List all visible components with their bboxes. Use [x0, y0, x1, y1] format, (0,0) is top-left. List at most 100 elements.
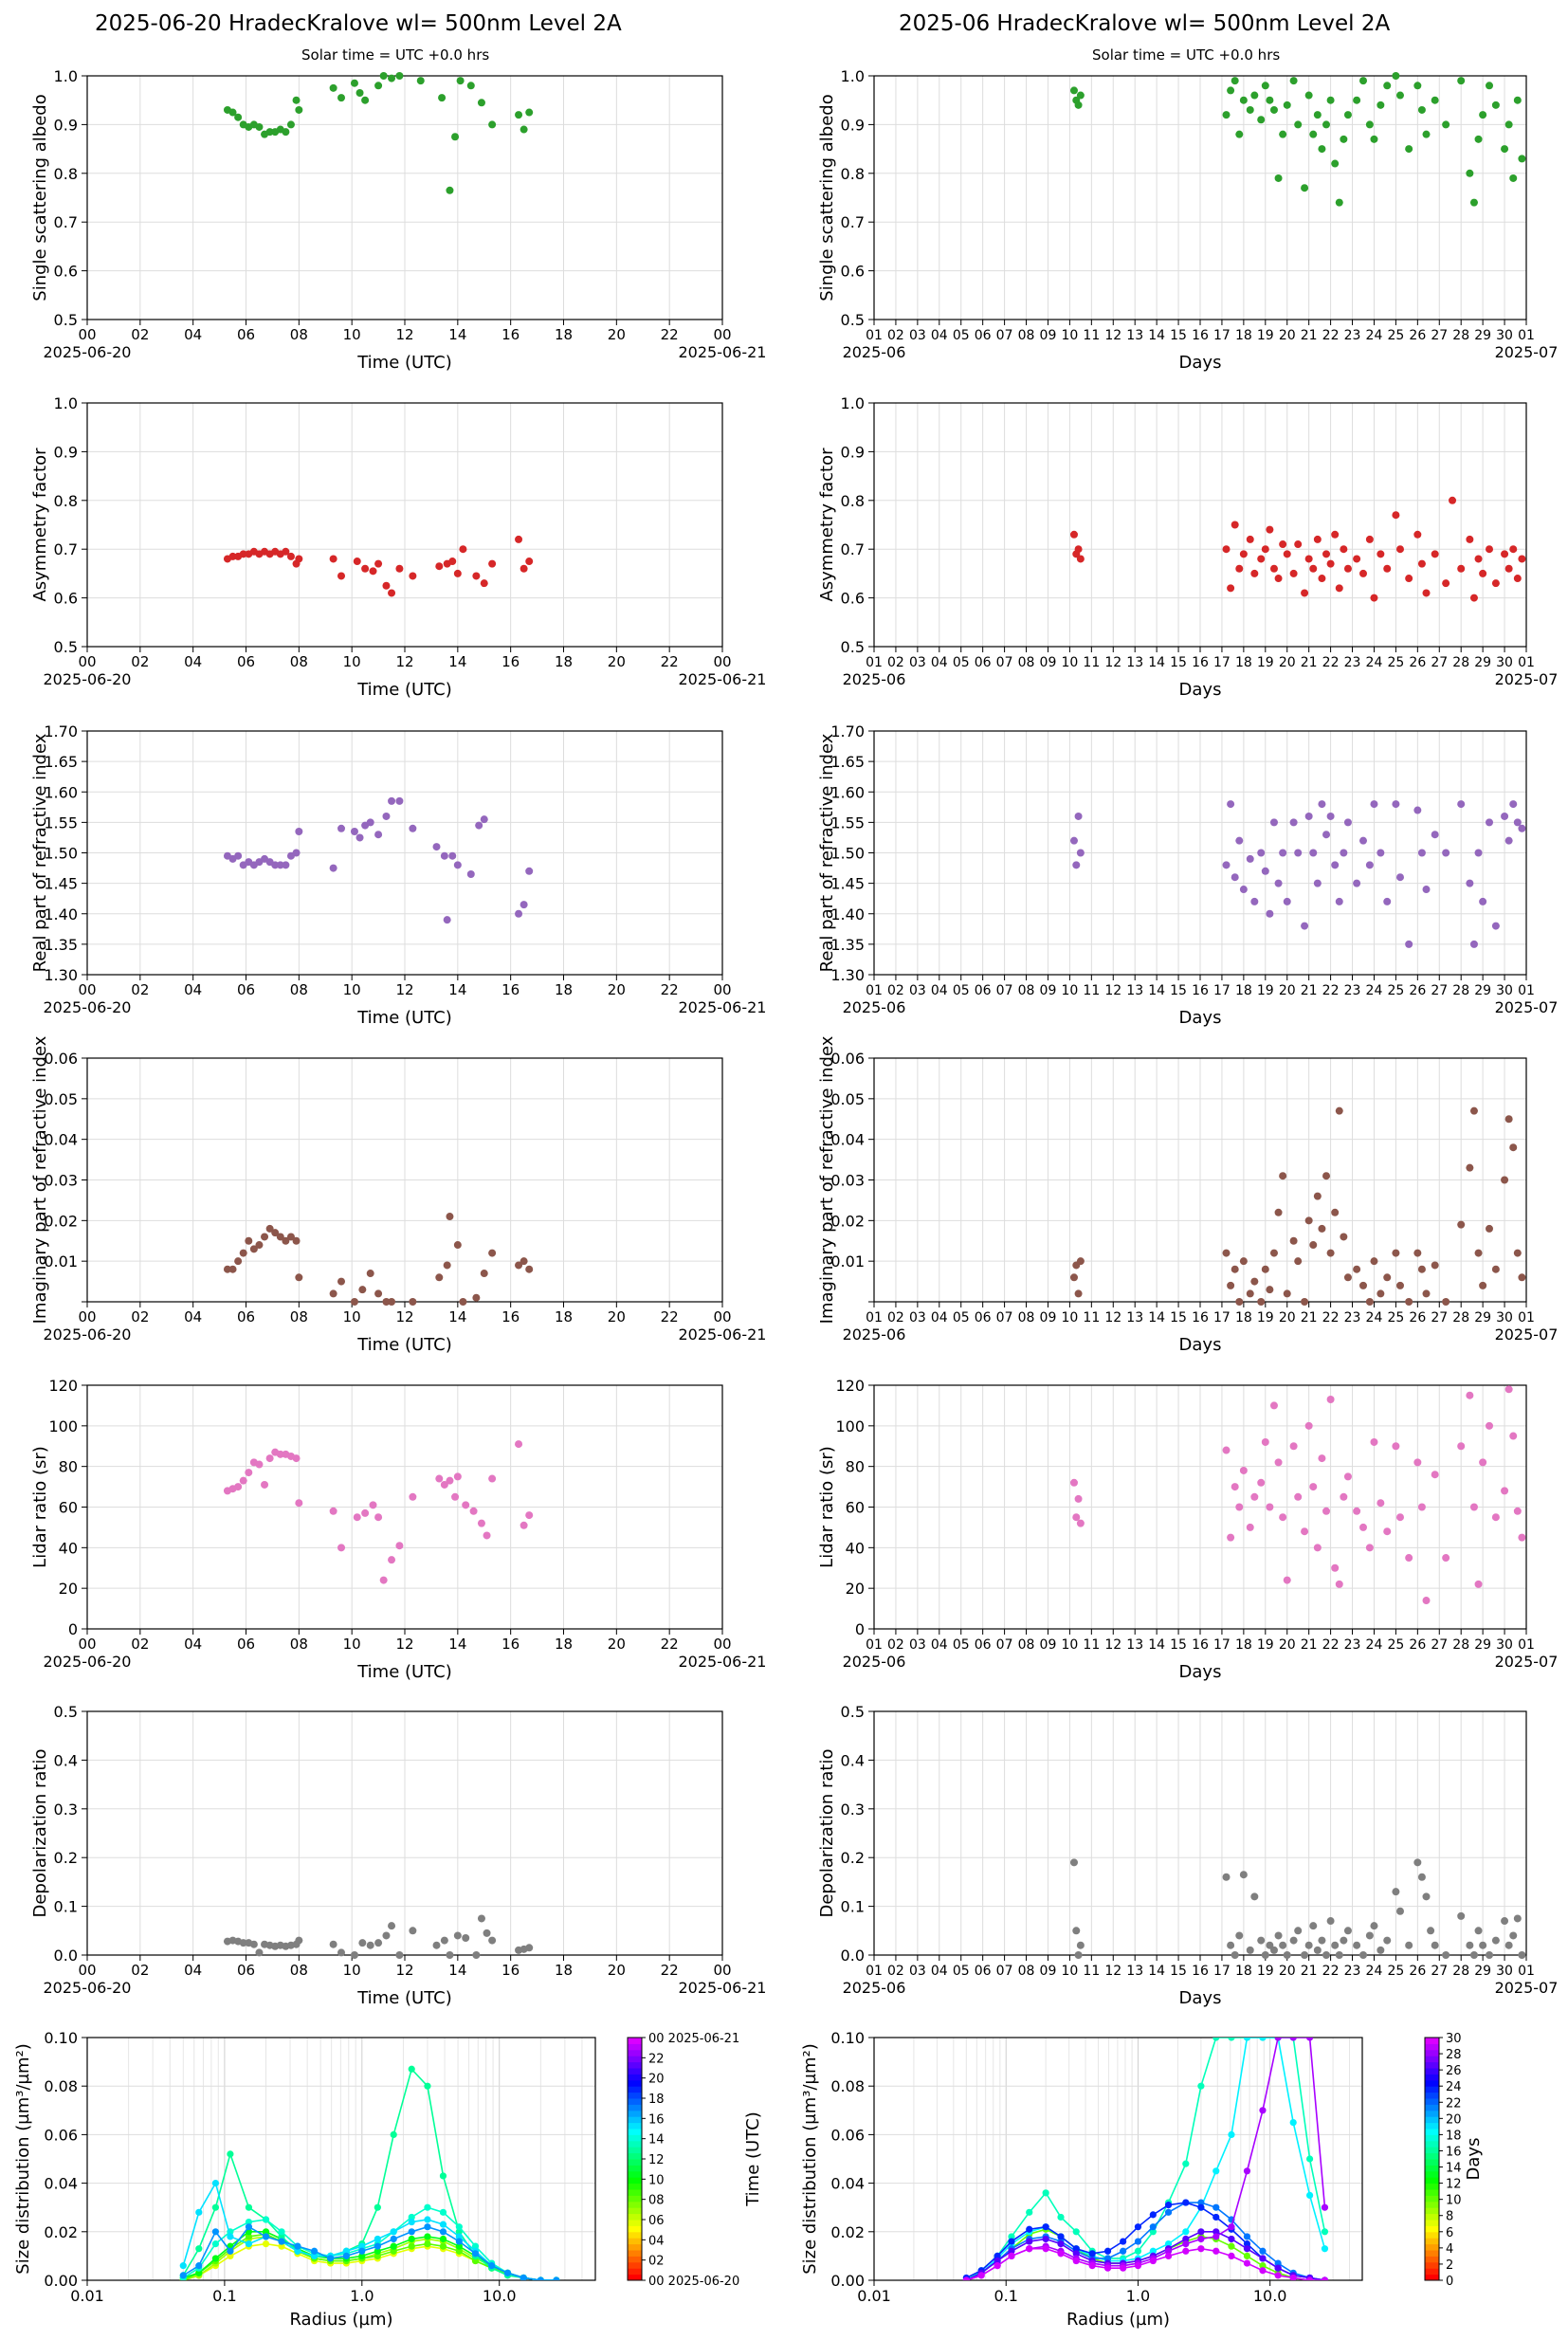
- daily-2-xtick-label: 06: [237, 981, 255, 998]
- monthly-5-ytick-label: 0.3: [841, 1801, 865, 1819]
- monthly-0-point: [1395, 91, 1404, 100]
- daily-0-point: [388, 74, 396, 82]
- daily-1-xtick-label: 08: [290, 653, 308, 670]
- daily-4-ylabel: Lidar ratio (sr): [30, 1446, 50, 1568]
- monthly-2-point: [1417, 849, 1426, 857]
- monthly-1-point: [1431, 550, 1439, 558]
- monthly-0-xtick-label: 27: [1431, 328, 1448, 343]
- daily-5-xtick-label: 10: [343, 1962, 361, 1979]
- monthly-0-start-label: 2025-06: [843, 343, 906, 361]
- daily-3-point: [382, 1298, 391, 1306]
- monthly-1-point: [1326, 559, 1335, 568]
- size-1-xlabel: Radius (µm): [1067, 2310, 1170, 2330]
- monthly-1-point: [1422, 589, 1431, 597]
- size-0-ytick-label: 0.10: [44, 2029, 78, 2047]
- daily-5-ytick-label: 0.4: [54, 1751, 78, 1769]
- size-1-series-point: [1008, 2252, 1015, 2259]
- size-0-series-point: [439, 2242, 447, 2250]
- monthly-1-ytick-label: 0.6: [841, 590, 865, 608]
- daily-5-xtick-label: 22: [661, 1962, 679, 1979]
- daily-2-point: [282, 861, 290, 869]
- daily-3-point: [261, 1233, 269, 1241]
- monthly-1-point: [1457, 564, 1466, 573]
- daily-4-point: [261, 1480, 269, 1489]
- monthly-2-xtick-label: 30: [1496, 983, 1513, 998]
- monthly-1-point: [1383, 564, 1392, 573]
- daily-0-point: [395, 72, 404, 80]
- size-1-series-point: [1120, 2238, 1127, 2245]
- monthly-1-point: [1469, 594, 1478, 602]
- monthly-5-xtick-label: 11: [1083, 1964, 1100, 1979]
- monthly-0-point: [1222, 111, 1231, 119]
- monthly-0-point: [1457, 77, 1466, 85]
- monthly-3-point: [1442, 1298, 1450, 1306]
- monthly-0-point: [1504, 120, 1513, 129]
- monthly-5-point: [1074, 1951, 1083, 1959]
- monthly-1-point: [1239, 550, 1248, 558]
- size-1-series-point: [1243, 2259, 1251, 2267]
- monthly-0-point: [1335, 198, 1343, 207]
- monthly-2-xtick-label: 05: [953, 983, 970, 998]
- daily-3-point: [255, 1241, 264, 1250]
- size-0-series-point: [424, 2223, 431, 2231]
- monthly-4-xtick-label: 16: [1192, 1637, 1209, 1653]
- daily-2-xlabel: Time (UTC): [356, 1008, 452, 1028]
- monthly-3-xtick-label: 27: [1431, 1310, 1448, 1325]
- daily-4-point: [395, 1542, 404, 1550]
- monthly-2-point: [1322, 831, 1331, 839]
- monthly-1-ytick-label: 0.8: [841, 492, 865, 510]
- monthly-2-point: [1274, 879, 1283, 887]
- daily-4-point: [477, 1519, 485, 1527]
- size-1-series-point: [1088, 2262, 1096, 2270]
- daily-0-xtick-label: 16: [501, 326, 520, 343]
- size-0-series-point: [294, 2242, 301, 2250]
- monthly-4-point: [1266, 1503, 1274, 1511]
- daily-2-xtick-label: 16: [501, 981, 520, 998]
- size-1-series-point: [1182, 2199, 1190, 2206]
- monthly-0-point: [1227, 86, 1235, 95]
- daily-3-point: [350, 1298, 358, 1306]
- monthly-4-point: [1340, 1492, 1348, 1501]
- size-0-xtick-label: 0.01: [70, 2287, 104, 2305]
- monthly-5-point: [1469, 1951, 1478, 1959]
- monthly-5-point: [1269, 1946, 1278, 1954]
- daily-0-point: [379, 72, 388, 80]
- monthly-3-xtick-label: 22: [1322, 1310, 1340, 1325]
- daily-5-xtick-label: 02: [131, 1962, 149, 1979]
- daily-2-point: [475, 821, 483, 830]
- monthly-4-point: [1309, 1483, 1318, 1491]
- size-0-series-point: [408, 2218, 415, 2226]
- daily-1-point: [374, 559, 383, 568]
- monthly-1-xtick-label: 21: [1301, 655, 1318, 670]
- daily-3-ylabel: Imaginary part of refractive index: [30, 1035, 50, 1324]
- size-0-colorbar-tick-label: 08: [648, 2194, 665, 2208]
- monthly-3-xtick-label: 04: [931, 1310, 948, 1325]
- daily-0-point: [356, 88, 364, 97]
- monthly-4-point: [1431, 1471, 1439, 1479]
- monthly-1-point: [1266, 525, 1274, 534]
- monthly-5-point: [1513, 1914, 1522, 1923]
- size-1-colorbar-cell: [1425, 2086, 1439, 2093]
- monthly-4-xtick-label: 05: [953, 1637, 970, 1653]
- size-1-series-point: [1072, 2228, 1080, 2236]
- monthly-3-xtick-label: 13: [1126, 1310, 1143, 1325]
- monthly-3-point: [1501, 1176, 1509, 1184]
- daily-0-frame: [86, 75, 723, 320]
- daily-3-point: [366, 1270, 374, 1278]
- size-1-colorbar-frame: [1424, 2037, 1440, 2281]
- size-1-series-point: [1259, 2267, 1267, 2275]
- daily-1-ytick-label: 1.0: [54, 394, 78, 412]
- monthly-5-point: [1405, 1941, 1413, 1949]
- size-1-colorbar-tick-label: 16: [1446, 2145, 1462, 2159]
- monthly-5-point: [1326, 1917, 1335, 1926]
- size-0-series-point: [537, 2276, 544, 2280]
- size-1-series-point: [1243, 2245, 1251, 2253]
- monthly-0-frame: [873, 75, 1527, 320]
- size-0-colorbar-tick-label: 00 2025-06-21: [648, 2032, 739, 2046]
- size-1-ytick-label: 0.06: [830, 2126, 865, 2144]
- size-1-colorbar-cell: [1425, 2274, 1439, 2281]
- monthly-0-point: [1235, 130, 1244, 138]
- monthly-4-point: [1509, 1432, 1518, 1440]
- monthly-1-point: [1331, 530, 1340, 539]
- monthly-5-xtick-label: 16: [1192, 1964, 1209, 1979]
